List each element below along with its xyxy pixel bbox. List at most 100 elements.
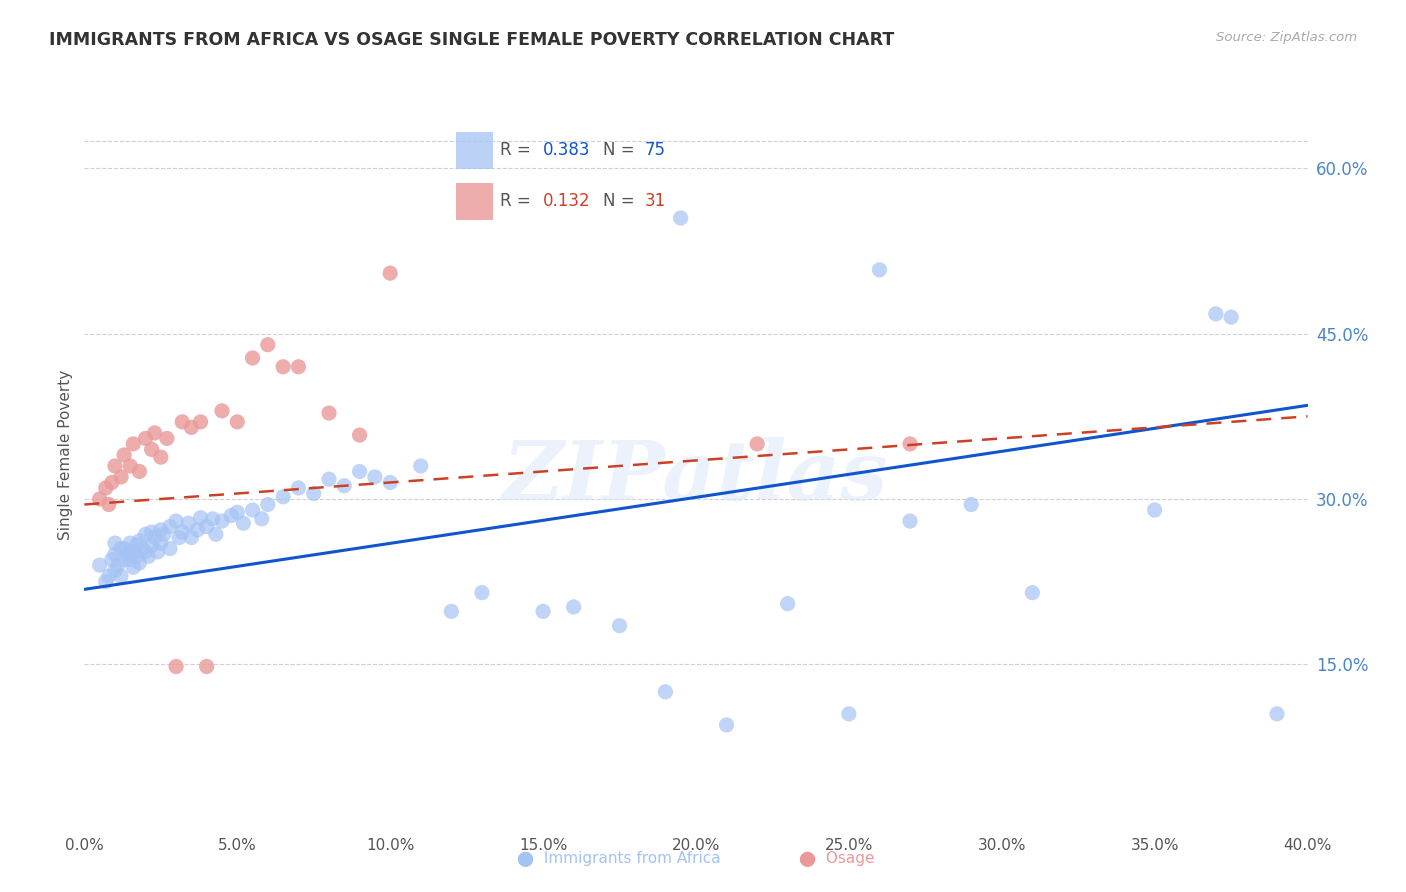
Point [380,266,402,280]
Point [125,549,148,564]
Point [201,512,224,526]
Point [318,472,340,486]
Point [89,491,111,506]
Point [89,558,111,573]
Point [409,458,432,473]
Point [110,470,132,484]
Point [122,560,145,574]
Point [107,558,129,573]
Point [1205,307,1227,321]
Point [141,442,163,457]
Point [1220,310,1243,325]
Point [149,536,172,550]
Point [135,545,157,559]
Point [195,659,218,673]
Point [153,527,176,541]
Point [159,519,181,533]
Point [125,538,148,552]
Point [190,415,212,429]
Point [177,516,200,531]
Point [190,510,212,524]
Point [120,536,142,550]
Point [128,533,150,548]
Text: ZIPatlas: ZIPatlas [503,437,889,517]
Point [318,406,340,420]
Text: IMMIGRANTS FROM AFRICA VS OSAGE SINGLE FEMALE POVERTY CORRELATION CHART: IMMIGRANTS FROM AFRICA VS OSAGE SINGLE F… [49,31,894,49]
Point [101,475,124,490]
Point [195,519,218,533]
Point [531,604,554,618]
Point [211,404,233,418]
Point [302,486,325,500]
Point [242,503,264,517]
Point [128,465,150,479]
Point [226,505,249,519]
Point [440,604,463,618]
Point [165,659,187,673]
Point [104,547,127,561]
Point [112,541,135,556]
Point [172,524,194,539]
Point [232,516,254,531]
Point [960,498,983,512]
Point [219,508,242,523]
Point [141,524,163,539]
Point [271,359,294,374]
Point [898,514,921,528]
Point [364,470,387,484]
Point [287,359,309,374]
Point [110,541,132,556]
Point [471,585,494,599]
Point [110,569,132,583]
Point [94,481,117,495]
Point [104,458,127,473]
Point [104,536,127,550]
Point [349,428,371,442]
Point [186,523,208,537]
Point [349,465,371,479]
Point [104,564,127,578]
Point [112,448,135,462]
Point [271,490,294,504]
Point [226,415,249,429]
Point [135,431,157,445]
Point [205,527,228,541]
Point [250,512,273,526]
Point [838,706,860,721]
Point [716,718,738,732]
Point [149,450,172,464]
Text: ⬤  Osage: ⬤ Osage [799,851,875,867]
Point [180,420,202,434]
Point [380,475,402,490]
Point [1265,706,1288,721]
Point [156,431,179,445]
Point [211,514,233,528]
Point [120,552,142,566]
Point [128,556,150,570]
Point [120,458,142,473]
Point [898,437,921,451]
Point [257,337,280,351]
Point [146,545,169,559]
Point [747,437,769,451]
Point [131,541,153,556]
Point [654,685,676,699]
Y-axis label: Single Female Poverty: Single Female Poverty [58,370,73,540]
Point [135,527,157,541]
Point [333,479,356,493]
Point [242,351,264,365]
Point [97,569,120,583]
Point [94,574,117,589]
Point [172,415,194,429]
Point [159,541,181,556]
Point [112,552,135,566]
Point [141,538,163,552]
Point [149,523,172,537]
Point [167,531,190,545]
Point [562,599,585,614]
Point [101,552,124,566]
Point [138,549,160,564]
Point [97,498,120,512]
Point [776,597,799,611]
Point [143,425,166,440]
